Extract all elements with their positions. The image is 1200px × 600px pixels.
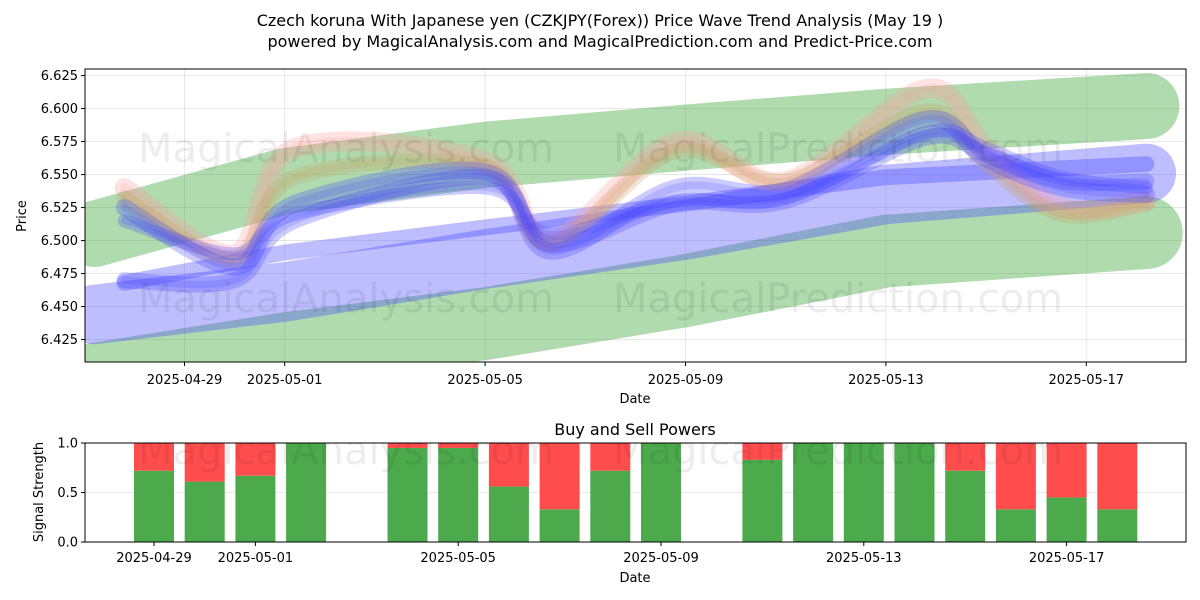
buy-power-bar <box>235 475 276 542</box>
price-x-tick-label: 2025-05-05 <box>447 373 523 388</box>
powers-x-tick-label: 2025-05-01 <box>218 551 294 566</box>
sell-power-bar <box>1046 443 1087 498</box>
buy-power-bar <box>1097 509 1138 542</box>
buy-power-bar <box>742 459 783 542</box>
powers-y-tick-label: 0.0 <box>57 536 78 551</box>
buy-power-bar <box>894 443 935 542</box>
sell-power-bar <box>590 443 631 471</box>
buy-power-bar <box>134 470 174 542</box>
chart-subtitle: powered by MagicalAnalysis.com and Magic… <box>267 32 932 51</box>
buy-power-bar <box>286 443 327 542</box>
buy-power-bar <box>793 443 834 542</box>
price-y-axis-label: Price <box>15 200 30 232</box>
buy-power-bar <box>995 509 1036 542</box>
price-y-tick-label: 6.575 <box>41 135 78 150</box>
series-blue-wave-c <box>116 127 1155 293</box>
chart-title: Czech koruna With Japanese yen (CZKJPY(F… <box>257 11 944 30</box>
price-y-tick-label: 6.525 <box>41 201 78 216</box>
price-x-ticks: 2025-04-29 2025-05-01 2025-05-05 2025-05-09… <box>147 362 1124 388</box>
buy-power-bar <box>1046 497 1087 542</box>
price-y-tick-label: 6.450 <box>41 300 78 315</box>
powers-x-tick-label: 2025-05-09 <box>623 551 699 566</box>
powers-bars <box>134 443 1138 542</box>
buy-power-bar <box>945 470 986 542</box>
price-x-axis-label: Date <box>619 392 650 407</box>
watermark-prediction-bottom: MagicalPrediction.com <box>613 428 1063 474</box>
sell-power-bar <box>539 443 580 510</box>
price-x-tick-label: 2025-05-13 <box>848 373 924 388</box>
watermark-analysis-bottom: MagicalAnalysis.com <box>138 428 554 474</box>
buy-power-bar <box>184 481 225 542</box>
price-y-ticks: 6.425 6.450 6.475 6.500 6.525 6.550 6.575 6.600… <box>41 69 85 348</box>
price-x-tick-label: 2025-05-17 <box>1049 373 1125 388</box>
buy-power-bar <box>438 447 479 542</box>
powers-x-tick-label: 2025-04-29 <box>116 551 192 566</box>
series-blue-wave-a-core <box>120 114 1151 271</box>
watermark-prediction-mid: MagicalPrediction.com <box>613 276 1063 322</box>
series-blue-upper-trend <box>116 156 1155 291</box>
buy-power-bar <box>539 509 580 542</box>
buy-power-bar <box>843 443 884 542</box>
watermark-analysis-mid: MagicalAnalysis.com <box>138 276 554 322</box>
price-x-tick-label: 2025-05-09 <box>648 373 724 388</box>
series-blue-wave-b-core <box>121 127 1150 257</box>
buy-power-bar <box>641 443 681 542</box>
price-x-tick-label: 2025-04-29 <box>147 373 223 388</box>
sell-power-bar <box>235 443 276 476</box>
price-y-tick-label: 6.600 <box>41 102 78 117</box>
series-pink-wave-core <box>119 84 1151 259</box>
series-pink-wave <box>114 78 1157 264</box>
sell-power-bar <box>742 443 783 460</box>
series-blue-lower-trend <box>85 143 1177 345</box>
powers-y-tick-label: 0.5 <box>57 486 78 501</box>
price-axes-frame <box>84 68 1187 363</box>
buy-power-bar <box>387 447 428 542</box>
watermark-analysis-top: MagicalAnalysis.com <box>138 126 554 172</box>
sell-power-bar <box>134 443 174 471</box>
price-y-tick-label: 6.550 <box>41 168 78 183</box>
price-y-tick-label: 6.625 <box>41 69 78 84</box>
powers-y-axis-label: Signal Strength <box>32 442 47 542</box>
powers-x-tick-label: 2025-05-05 <box>420 551 496 566</box>
series-tan-wave <box>116 103 1155 269</box>
price-y-tick-label: 6.425 <box>41 333 78 348</box>
price-y-tick-label: 6.475 <box>41 267 78 282</box>
buy-power-bar <box>488 486 529 542</box>
buy-power-bar <box>590 470 631 542</box>
sell-power-bar <box>945 443 986 471</box>
powers-watermarks: MagicalAnalysis.com MagicalPrediction.co… <box>138 428 1063 474</box>
series-blue-wave-c-core <box>120 132 1150 289</box>
powers-y-ticks: 0.0 0.5 1.0 <box>57 437 85 551</box>
price-y-tick-label: 6.500 <box>41 234 78 249</box>
price-watermarks: MagicalAnalysis.com MagicalPrediction.co… <box>138 126 1063 322</box>
sell-power-bar <box>995 443 1036 510</box>
sell-power-bar <box>488 443 529 487</box>
sell-power-bar <box>387 443 428 448</box>
sell-power-bar <box>438 443 479 448</box>
powers-x-axis-label: Date <box>619 571 650 586</box>
series-green-upper-trend <box>85 73 1180 267</box>
watermark-prediction-top: MagicalPrediction.com <box>613 126 1063 172</box>
powers-x-ticks: 2025-04-29 2025-05-01 2025-05-05 2025-05-09… <box>116 542 1104 566</box>
sell-power-bar <box>184 443 225 482</box>
price-x-tick-label: 2025-05-01 <box>247 373 323 388</box>
powers-title: Buy and Sell Powers <box>554 420 716 439</box>
series-blue-wave-b <box>117 123 1153 261</box>
powers-y-tick-label: 1.0 <box>57 437 78 452</box>
powers-x-tick-label: 2025-05-17 <box>1029 551 1105 566</box>
series-green-lower-trend <box>85 196 1183 362</box>
powers-x-tick-label: 2025-05-13 <box>826 551 902 566</box>
sell-power-bar <box>1097 443 1138 510</box>
price-series-layer <box>85 73 1183 362</box>
series-tan-wave-core <box>120 107 1150 264</box>
price-grid <box>85 69 1186 362</box>
series-blue-wave-a <box>115 110 1155 276</box>
